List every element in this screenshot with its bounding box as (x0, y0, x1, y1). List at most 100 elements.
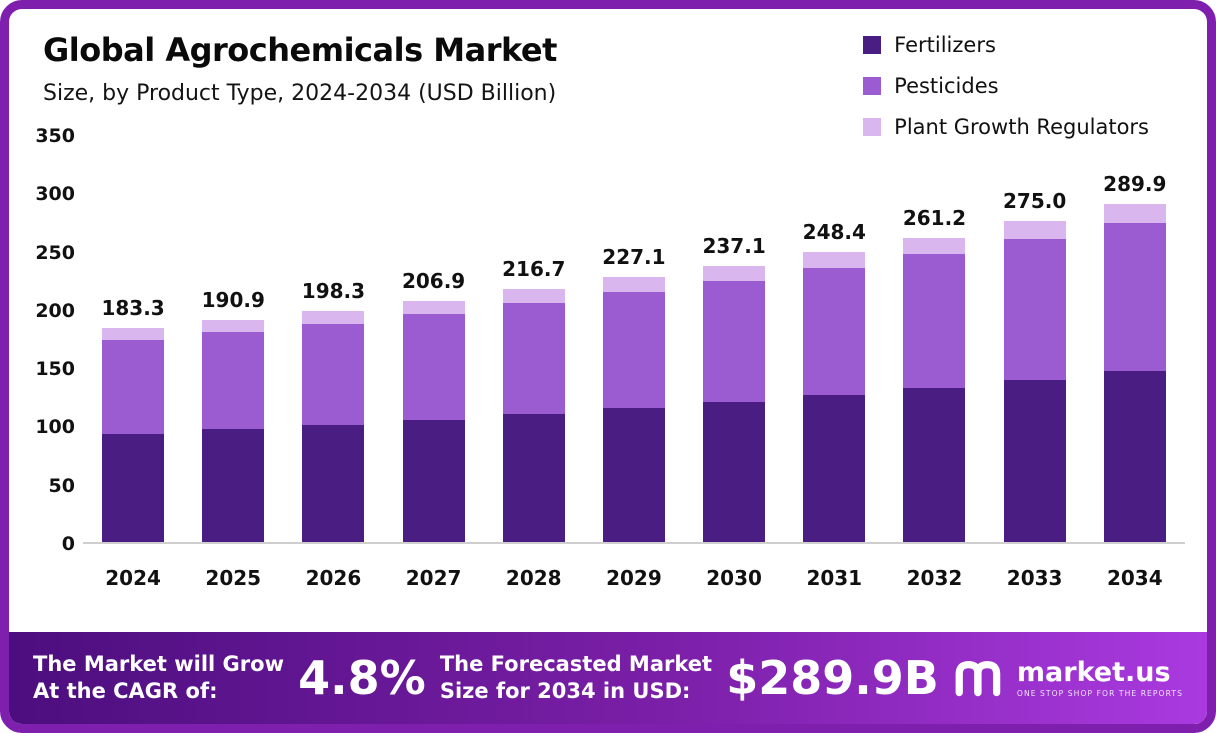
x-axis-label: 2030 (706, 566, 762, 590)
header: Global Agrochemicals Market Size, by Pro… (9, 31, 1207, 106)
bar-segment-fertilizers (903, 387, 966, 542)
page-title: Global Agrochemicals Market (43, 31, 557, 69)
bar-segment-plant-growth-regulators (202, 319, 265, 332)
bar-segment-plant-growth-regulators (703, 265, 766, 281)
bar-group-2034: 289.9 2034 (1103, 172, 1166, 590)
bar-group-2024: 183.3 2024 (101, 296, 165, 590)
bar-group-2031: 248.4 2031 (803, 220, 866, 590)
bar-segment-fertilizers (302, 424, 365, 542)
bar-segment-pesticides (502, 303, 565, 414)
x-axis-label: 2032 (906, 566, 963, 590)
legend: Fertilizers Pesticides Plant Growth Regula… (863, 33, 1149, 139)
bar-group-2029: 227.1 2029 (602, 245, 665, 590)
legend-label: Plant Growth Regulators (894, 115, 1149, 139)
legend-item-fertilizers: Fertilizers (863, 33, 1149, 57)
bar-value-label: 198.3 (301, 278, 366, 303)
bottom-banner: The Market will Grow At the CAGR of: 4.8… (9, 632, 1207, 724)
bar-segment-plant-growth-regulators (502, 289, 565, 304)
bar-value-label: 206.9 (401, 268, 466, 293)
x-axis-label: 2026 (305, 566, 362, 590)
y-tick-label-0: 0 (61, 533, 75, 555)
logo-text-block: market.us ONE STOP SHOP FOR THE REPORTS (1017, 659, 1183, 698)
bar-segment-pesticides (903, 254, 966, 388)
plot-area: 183.3 2024 190.9 2025 198.3 2026 206.9 2027 216.… (83, 136, 1185, 590)
bar-value-label: 216.7 (502, 257, 566, 282)
legend-label: Fertilizers (894, 33, 996, 57)
y-tick-label-200: 200 (35, 299, 75, 322)
bar-segment-fertilizers (703, 401, 766, 542)
legend-swatch (863, 36, 882, 54)
bar-segment-pesticides (102, 340, 165, 434)
subtitle: Size, by Product Type, 2024-2034 (USD Bi… (43, 81, 557, 106)
cagr-label-line2: At the CAGR of: (33, 679, 218, 703)
y-tick-label-50: 50 (48, 474, 75, 497)
bar-segment-plant-growth-regulators (1003, 221, 1066, 240)
logo-text: market.us (1016, 656, 1171, 688)
bar-segment-plant-growth-regulators (302, 310, 365, 324)
bar-stack (402, 300, 465, 542)
x-axis-label: 2031 (806, 566, 863, 590)
bar-segment-fertilizers (803, 395, 866, 542)
bar-stack (903, 237, 966, 542)
bar-stack (302, 310, 365, 542)
legend-swatch (863, 77, 882, 95)
x-axis-label: 2025 (205, 566, 262, 590)
forecast-label-line1: The Forecasted Market (439, 651, 713, 676)
forecast-label: The Forecasted Market Size for 2034 in U… (440, 651, 712, 706)
bar-value-label: 248.4 (802, 220, 866, 245)
bar-stack (502, 289, 565, 542)
bar-group-2033: 275.0 2033 (1003, 189, 1066, 590)
forecast-label-line2: Size for 2034 in USD: (439, 679, 691, 703)
bar-segment-fertilizers (502, 414, 565, 542)
marketus-logo: market.us ONE STOP SHOP FOR THE REPORTS (953, 653, 1183, 703)
legend-label: Pesticides (894, 74, 999, 98)
legend-swatch (863, 118, 882, 136)
bar-segment-plant-growth-regulators (602, 277, 665, 292)
bar-segment-fertilizers (1003, 379, 1066, 542)
bar-segment-pesticides (1103, 222, 1166, 371)
bar-segment-pesticides (602, 291, 665, 408)
y-tick-label-150: 150 (35, 358, 75, 381)
x-axis-label: 2034 (1106, 566, 1163, 590)
bar-segment-plant-growth-regulators (803, 252, 866, 269)
bar-segment-pesticides (302, 323, 365, 425)
y-axis: 0 50 100 150 200 250 300 350 (33, 125, 83, 555)
bar-stack (602, 277, 665, 542)
bar-group-2025: 190.9 2025 (202, 288, 265, 590)
y-tick-label-300: 300 (35, 183, 75, 206)
bar-stack (1003, 221, 1066, 542)
cagr-value: 4.8% (298, 651, 426, 705)
forecast-value: $289.9B (726, 651, 939, 705)
bar-segment-fertilizers (602, 407, 665, 542)
x-axis-label: 2028 (505, 566, 562, 590)
bar-group-2030: 237.1 2030 (702, 234, 766, 590)
y-tick-label-350: 350 (35, 125, 75, 147)
cagr-label-line1: The Market will Grow (33, 651, 284, 676)
bar-value-label: 261.2 (902, 205, 967, 230)
bar-stack (703, 265, 766, 542)
bar-segment-pesticides (402, 314, 465, 420)
x-axis-label: 2027 (405, 566, 462, 590)
legend-item-pesticides: Pesticides (863, 74, 1149, 98)
bar-value-label: 227.1 (602, 245, 666, 270)
x-axis-label: 2024 (105, 566, 161, 590)
chart-card: Global Agrochemicals Market Size, by Pro… (9, 9, 1207, 632)
bar-value-label: 289.9 (1103, 172, 1167, 197)
bar-value-label: 183.3 (101, 296, 165, 321)
bar-segment-pesticides (1003, 239, 1066, 380)
y-tick-label-250: 250 (35, 241, 75, 264)
x-axis-label: 2029 (606, 566, 662, 590)
bar-segment-plant-growth-regulators (402, 300, 465, 315)
cagr-label: The Market will Grow At the CAGR of: (33, 651, 284, 706)
stacked-bar-chart: 0 50 100 150 200 250 300 350 183.3 2024 190.9 2025… (9, 125, 1207, 590)
bar-segment-fertilizers (202, 429, 265, 542)
bar-stack (202, 319, 265, 542)
bar-segment-fertilizers (102, 433, 165, 542)
bar-segment-pesticides (202, 331, 265, 430)
y-tick-label-100: 100 (35, 416, 75, 439)
x-axis-label: 2033 (1006, 566, 1063, 590)
bar-value-label: 237.1 (702, 233, 766, 258)
bar-value-label: 190.9 (201, 287, 265, 312)
bar-group-2032: 261.2 2032 (903, 206, 966, 590)
bar-segment-plant-growth-regulators (1103, 204, 1166, 223)
